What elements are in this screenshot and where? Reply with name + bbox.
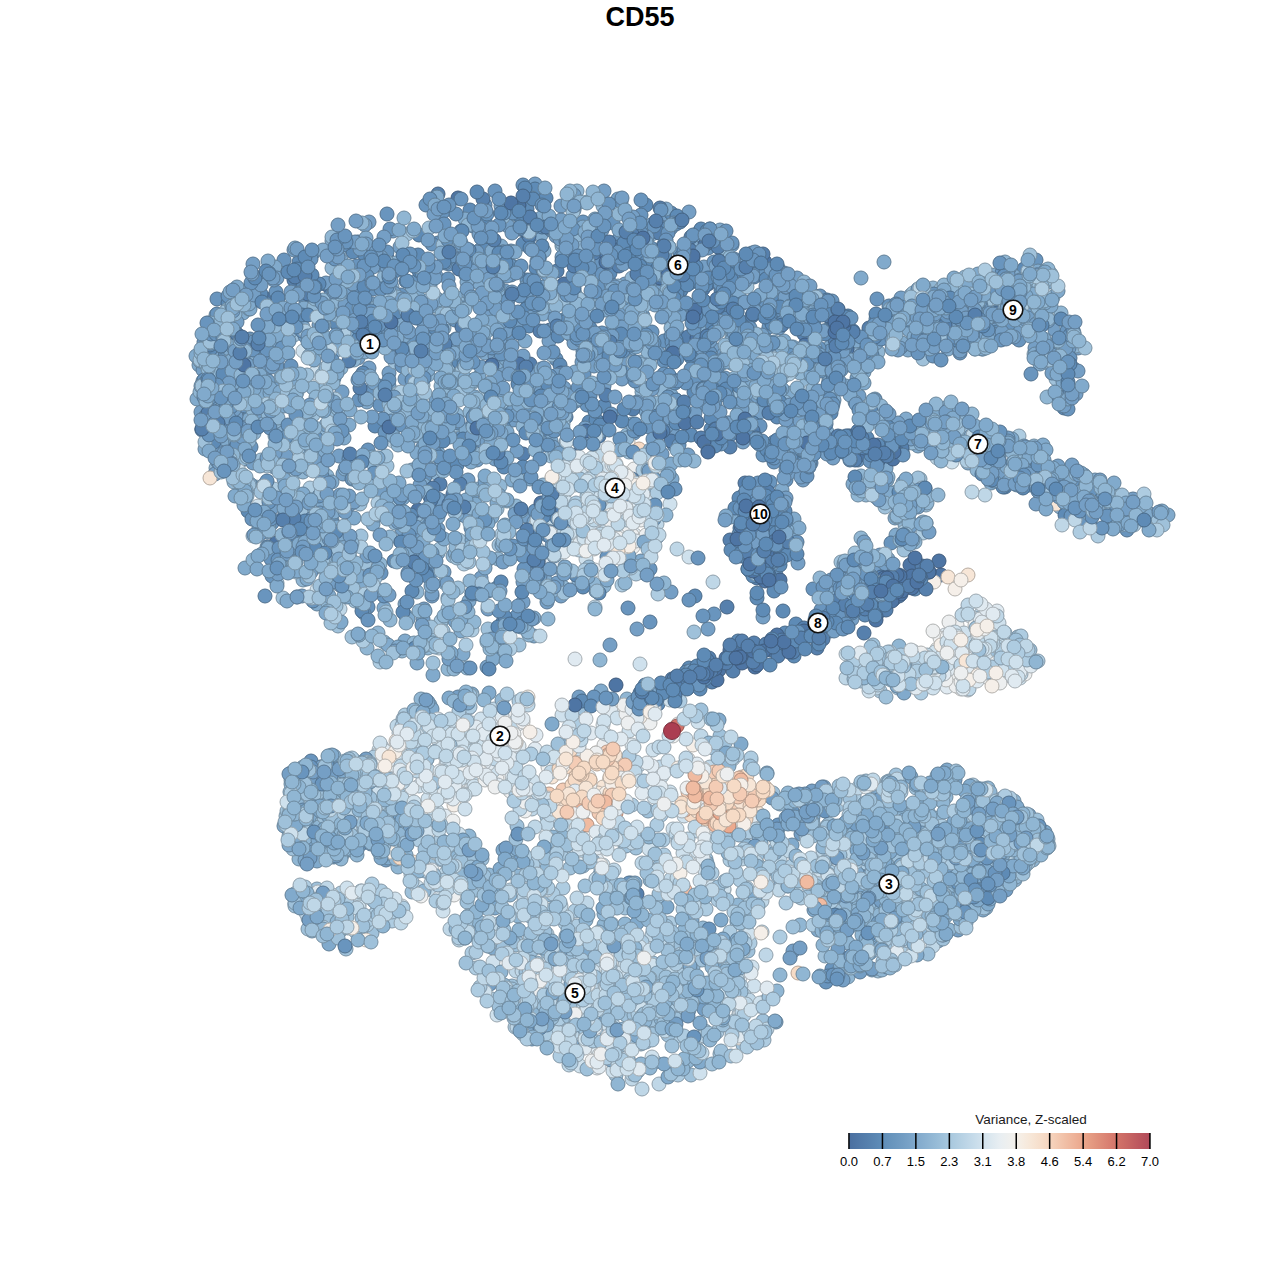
svg-text:3.1: 3.1	[974, 1154, 992, 1169]
svg-text:5: 5	[571, 985, 579, 1001]
svg-text:0.0: 0.0	[840, 1154, 858, 1169]
svg-text:1: 1	[366, 336, 374, 352]
svg-text:Variance, Z-scaled: Variance, Z-scaled	[975, 1112, 1087, 1127]
svg-text:4.6: 4.6	[1041, 1154, 1059, 1169]
svg-text:2.3: 2.3	[940, 1154, 958, 1169]
svg-text:CD55: CD55	[605, 2, 674, 32]
svg-text:2: 2	[496, 728, 504, 744]
svg-text:1.5: 1.5	[907, 1154, 925, 1169]
svg-text:7.0: 7.0	[1141, 1154, 1159, 1169]
svg-text:5.4: 5.4	[1074, 1154, 1092, 1169]
svg-text:8: 8	[814, 615, 822, 631]
svg-text:3: 3	[885, 876, 893, 892]
svg-text:10: 10	[752, 506, 768, 522]
svg-text:6.2: 6.2	[1108, 1154, 1126, 1169]
svg-text:3.8: 3.8	[1007, 1154, 1025, 1169]
svg-text:7: 7	[974, 436, 982, 452]
svg-text:0.7: 0.7	[873, 1154, 891, 1169]
svg-text:4: 4	[611, 480, 619, 496]
svg-text:6: 6	[674, 257, 682, 273]
svg-text:9: 9	[1009, 302, 1017, 318]
